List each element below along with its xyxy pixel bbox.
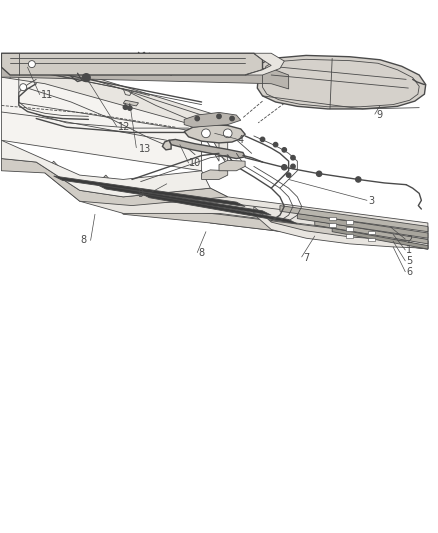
Circle shape — [82, 74, 90, 82]
Circle shape — [223, 129, 232, 138]
Text: 9: 9 — [138, 189, 144, 199]
Bar — [328, 223, 336, 227]
Circle shape — [291, 164, 295, 168]
Polygon shape — [10, 55, 228, 166]
Circle shape — [260, 137, 265, 142]
Bar — [346, 235, 353, 238]
Text: 4: 4 — [237, 135, 244, 146]
Polygon shape — [1, 77, 201, 171]
Bar — [328, 217, 336, 220]
Polygon shape — [297, 213, 428, 238]
Circle shape — [291, 156, 295, 160]
Circle shape — [20, 84, 27, 91]
Text: 11: 11 — [42, 90, 54, 100]
Polygon shape — [1, 158, 228, 206]
Text: 2: 2 — [406, 235, 413, 245]
Circle shape — [317, 171, 322, 176]
Polygon shape — [97, 175, 428, 249]
Polygon shape — [45, 161, 428, 239]
Circle shape — [356, 177, 361, 182]
Text: 13: 13 — [138, 143, 151, 154]
Circle shape — [195, 116, 199, 120]
Polygon shape — [245, 53, 284, 75]
Polygon shape — [257, 55, 426, 109]
Circle shape — [282, 148, 286, 152]
Polygon shape — [162, 140, 171, 150]
Text: 8: 8 — [198, 248, 205, 259]
Text: 8: 8 — [80, 236, 86, 245]
Polygon shape — [219, 160, 245, 171]
Polygon shape — [53, 176, 245, 206]
Polygon shape — [141, 193, 297, 224]
Polygon shape — [1, 140, 210, 197]
Circle shape — [123, 105, 127, 109]
Text: 5: 5 — [406, 256, 413, 266]
Polygon shape — [254, 206, 428, 248]
Circle shape — [217, 114, 221, 118]
Circle shape — [286, 173, 291, 177]
Text: 1: 1 — [406, 245, 412, 255]
Polygon shape — [97, 184, 271, 215]
Polygon shape — [201, 170, 228, 180]
Circle shape — [230, 116, 234, 120]
Circle shape — [28, 61, 35, 68]
Polygon shape — [315, 221, 428, 244]
Polygon shape — [1, 53, 262, 75]
Polygon shape — [169, 140, 245, 158]
Text: 9: 9 — [377, 110, 383, 120]
Polygon shape — [184, 188, 428, 249]
Polygon shape — [184, 112, 241, 127]
Bar — [368, 238, 375, 241]
Circle shape — [201, 129, 210, 138]
Polygon shape — [1, 66, 289, 89]
Bar — [368, 231, 375, 235]
Bar — [346, 220, 353, 224]
Circle shape — [282, 165, 287, 170]
Circle shape — [127, 106, 132, 110]
Polygon shape — [280, 206, 428, 232]
Polygon shape — [184, 125, 245, 143]
Text: 3: 3 — [368, 196, 374, 206]
Text: 10: 10 — [189, 158, 201, 168]
Polygon shape — [123, 100, 138, 106]
Bar — [346, 228, 353, 231]
Polygon shape — [332, 228, 428, 249]
Text: 6: 6 — [406, 267, 412, 277]
Text: 7: 7 — [303, 253, 309, 263]
Text: 12: 12 — [118, 122, 131, 132]
Circle shape — [273, 142, 278, 147]
